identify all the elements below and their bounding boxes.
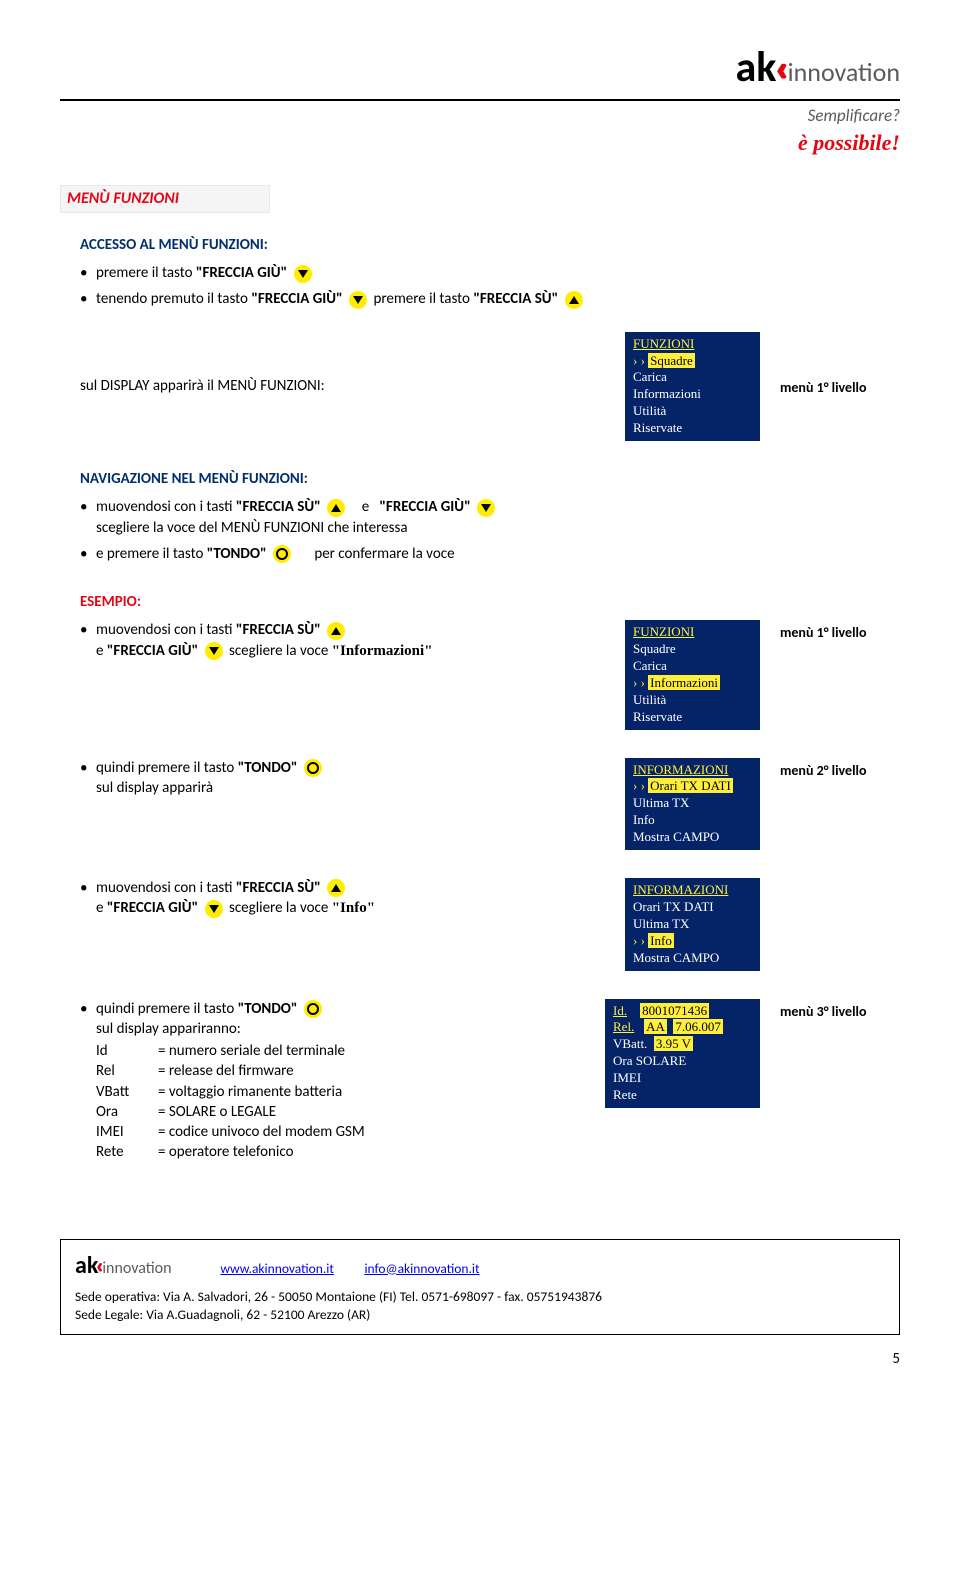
accesso-item-2: tenendo premuto il tasto "FRECCIA GIÙ" p…	[80, 289, 900, 309]
esempio3: muovendosi con i tasti "FRECCIA SÙ" e "F…	[80, 878, 605, 919]
footer-address-1: Sede operativa: Via A. Salvadori, 26 - 5…	[75, 1288, 885, 1306]
down-arrow-icon	[294, 265, 312, 283]
round-button-icon	[304, 1000, 322, 1018]
screen-funzioni-2: FUNZIONI Squadre Carica › › Informazioni…	[625, 620, 760, 729]
logo: ak ‹‹‹ innovation	[736, 40, 900, 97]
footer-logo: ak ‹‹‹ innovation	[75, 1250, 172, 1282]
up-arrow-icon	[327, 499, 345, 517]
navigazione-item-1: muovendosi con i tasti "FRECCIA SÙ" e "F…	[80, 497, 900, 538]
page-number: 5	[60, 1349, 900, 1369]
definitions: Id= numero seriale del terminale Rel= re…	[96, 1041, 585, 1163]
tagline-question: Semplificare?	[60, 105, 900, 128]
tagline: Semplificare? è possibile!	[60, 105, 900, 158]
logo-innovation: innovation	[788, 55, 900, 90]
footer-address-2: Sede Legale: Via A.Guadagnoli, 62 - 5210…	[75, 1306, 885, 1324]
logo-ak: ak	[736, 40, 777, 97]
footer-email[interactable]: info@akinnovation.it	[364, 1260, 479, 1277]
section-title: MENÙ FUNZIONI	[60, 185, 270, 213]
menu-level-1b: menù 1° livello	[780, 620, 900, 643]
tagline-answer: è possibile!	[60, 128, 900, 158]
esempio2: quindi premere il tasto "TONDO" sul disp…	[80, 758, 605, 799]
footer-url[interactable]: www.akinnovation.it	[220, 1260, 334, 1277]
screen-informazioni: INFORMAZIONI › › Orari TX DATI Ultima TX…	[625, 758, 760, 850]
header-bar: ak ‹‹‹ innovation	[60, 40, 900, 101]
esempio-title: ESEMPIO:	[80, 593, 141, 611]
round-button-icon	[273, 545, 291, 563]
navigazione-list: muovendosi con i tasti "FRECCIA SÙ" e "F…	[80, 497, 900, 564]
up-arrow-icon	[327, 879, 345, 897]
accesso-list: premere il tasto "FRECCIA GIÙ" tenendo p…	[80, 263, 900, 310]
down-arrow-icon	[349, 291, 367, 309]
footer: ak ‹‹‹ innovation www.akinnovation.it in…	[60, 1239, 900, 1336]
menu-level-2: menù 2° livello	[780, 758, 900, 781]
accesso-item-1: premere il tasto "FRECCIA GIÙ"	[80, 263, 900, 283]
navigazione-item-2: e premere il tasto "TONDO" per confermar…	[80, 544, 900, 564]
navigazione-title: NAVIGAZIONE NEL MENÙ FUNZIONI:	[80, 469, 900, 489]
esempio1: muovendosi con i tasti "FRECCIA SÙ" e "F…	[80, 620, 605, 661]
up-arrow-icon	[565, 291, 583, 309]
down-arrow-icon	[205, 900, 223, 918]
screen-details: Id. 8001071436 Rel. AA 7.06.007 VBatt. 3…	[605, 999, 760, 1108]
esempio4: quindi premere il tasto "TONDO" sul disp…	[80, 999, 585, 1163]
round-button-icon	[304, 759, 322, 777]
up-arrow-icon	[327, 622, 345, 640]
menu-level-1: menù 1° livello	[780, 375, 900, 398]
menu-level-3: menù 3° livello	[780, 999, 900, 1022]
screen-funzioni: FUNZIONI › › Squadre Carica Informazioni…	[625, 332, 760, 441]
down-arrow-icon	[205, 642, 223, 660]
display-line: sul DISPLAY apparirà il MENÙ FUNZIONI:	[80, 376, 605, 396]
screen-informazioni-2: INFORMAZIONI Orari TX DATI Ultima TX › ›…	[625, 878, 760, 970]
logo-chevrons: ‹‹‹	[774, 44, 777, 95]
accesso-title: ACCESSO AL MENÙ FUNZIONI:	[80, 235, 900, 255]
down-arrow-icon	[477, 499, 495, 517]
